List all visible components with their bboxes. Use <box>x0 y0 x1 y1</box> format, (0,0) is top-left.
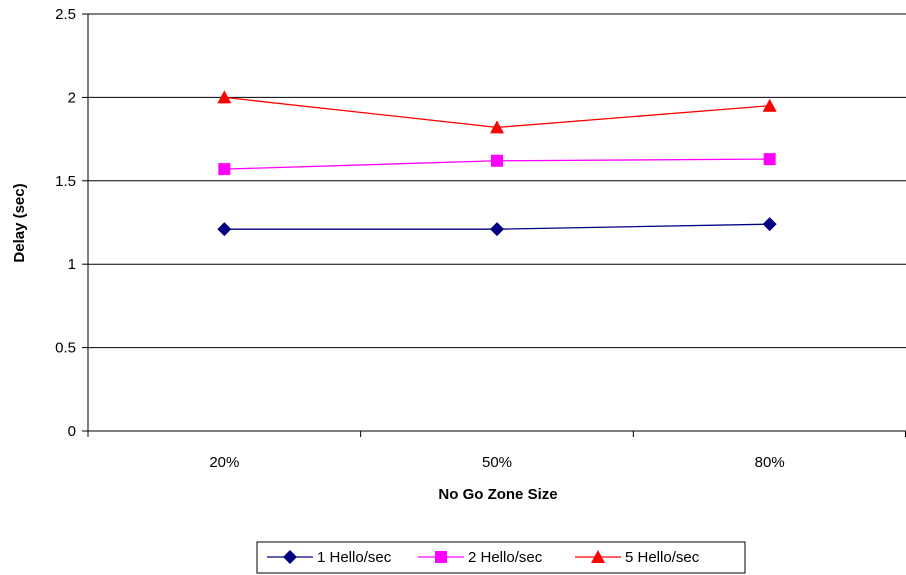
y-tick-label: 1.5 <box>55 173 76 190</box>
x-tick-label: 50% <box>482 454 512 471</box>
series-1 <box>217 217 777 237</box>
data-point-triangle <box>762 98 777 112</box>
legend-marker-diamond <box>283 550 297 564</box>
legend-label: 5 Hello/sec <box>625 549 700 566</box>
series-layer <box>217 90 777 237</box>
legend-marker-triangle <box>591 550 605 563</box>
x-axis-title: No Go Zone Size <box>438 486 557 503</box>
data-point-square <box>218 163 231 176</box>
y-tick-label: 0 <box>68 423 76 440</box>
data-point-square <box>763 153 776 166</box>
legend-label: 2 Hello/sec <box>468 549 543 566</box>
legend-marker-square <box>435 551 447 563</box>
series-3 <box>217 90 777 134</box>
y-tick-label: 2 <box>68 89 76 106</box>
y-tick-labels: 0 0.5 1 1.5 2 2.5 <box>55 6 76 440</box>
data-point-triangle <box>217 90 232 104</box>
series-2 <box>218 153 776 176</box>
y-tick-label: 0.5 <box>55 340 76 357</box>
data-point-square <box>491 154 503 167</box>
x-tick-labels: 20% 50% 80% <box>209 454 784 471</box>
axes <box>82 13 906 437</box>
data-point-diamond <box>490 222 504 237</box>
gridlines <box>88 13 906 349</box>
y-tick-label: 2.5 <box>55 6 76 23</box>
data-point-diamond <box>762 217 777 232</box>
y-tick-label: 1 <box>68 256 76 273</box>
x-tick-label: 20% <box>209 454 239 471</box>
data-point-diamond <box>217 222 232 237</box>
x-tick-label: 80% <box>755 454 785 471</box>
data-point-triangle <box>490 120 504 134</box>
legend-label: 1 Hello/sec <box>317 549 392 566</box>
legend: 1 Hello/sec 2 Hello/sec 5 Hello/sec <box>256 541 746 574</box>
y-axis-title: Delay (sec) <box>11 183 28 262</box>
legend-box <box>256 541 746 574</box>
